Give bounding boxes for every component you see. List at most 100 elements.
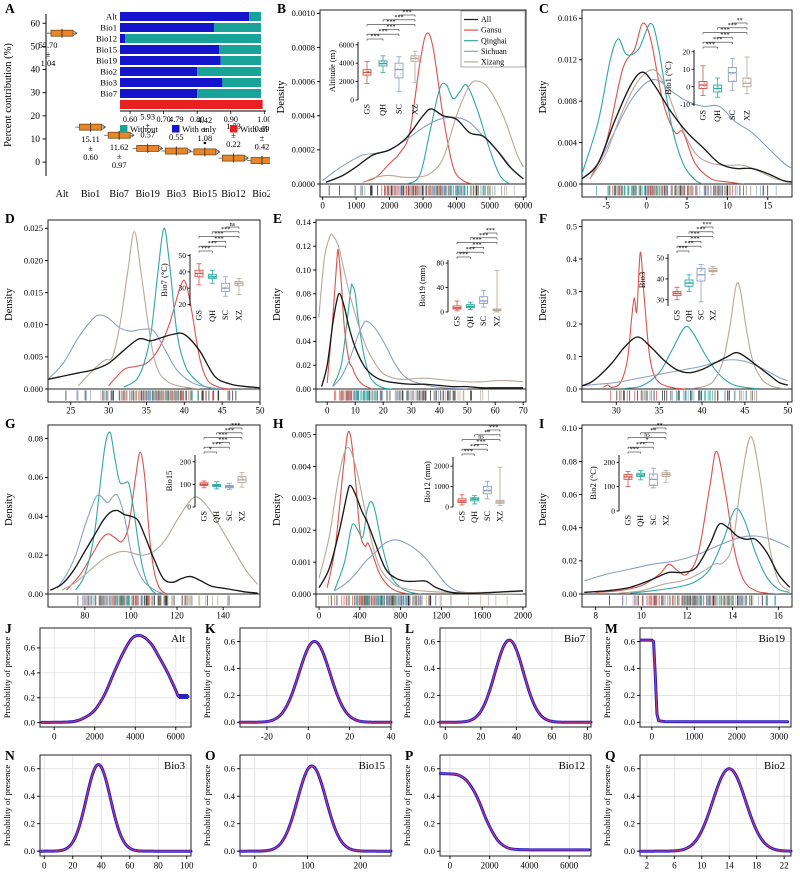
panel-e-chart: 0.00 0.02 0.04 0.06 0.08 0.10 0.12 0.14 0 10 20 30 4… <box>272 217 528 415</box>
svg-text:0.00: 0.00 <box>28 589 43 599</box>
svg-text:60: 60 <box>125 861 135 871</box>
svg-text:Bio3: Bio3 <box>100 78 117 88</box>
svg-text:400: 400 <box>353 611 367 621</box>
svg-text:40: 40 <box>387 732 397 742</box>
panel-d: D 0.000 0.005 0.010 0.015 0.020 0.025 25 30 35 40 4… <box>0 210 268 415</box>
panel-p-chart: 0.0 0.2 0.4 0.6 0 2000 4000 6000 Probability of … <box>402 754 592 871</box>
svg-text:0.10: 0.10 <box>562 423 577 433</box>
svg-text:ns: ns <box>478 434 484 441</box>
svg-text:Bio2: Bio2 <box>100 67 117 77</box>
svg-text:60: 60 <box>31 19 41 29</box>
panel-b-chart: 0.0000 0.0002 0.0004 0.0006 0.0008 0.0010 0 100… <box>276 8 533 211</box>
svg-text:0.3: 0.3 <box>566 286 577 296</box>
svg-text:Probability of presence: Probability of presence <box>2 637 12 719</box>
svg-text:1600: 1600 <box>473 611 492 621</box>
panel-c: C 0.000 0.004 0.008 0.012 0.016 -5 0 5 10 15 Densit… <box>534 0 800 210</box>
svg-text:0.6: 0.6 <box>624 636 636 646</box>
svg-text:***: *** <box>630 446 639 453</box>
svg-text:0.0008: 0.0008 <box>292 42 315 52</box>
svg-text:SC: SC <box>395 103 404 114</box>
svg-text:100: 100 <box>124 611 138 621</box>
svg-text:Density: Density <box>276 80 287 113</box>
panel-m-label: M <box>605 621 618 636</box>
svg-text:1000: 1000 <box>347 201 366 211</box>
svg-text:QH: QH <box>685 310 694 322</box>
svg-text:QH: QH <box>208 310 217 322</box>
svg-text:40: 40 <box>437 283 445 292</box>
svg-text:5000: 5000 <box>481 201 500 211</box>
svg-text:6000: 6000 <box>514 201 533 211</box>
svg-text:0.4: 0.4 <box>624 663 636 673</box>
svg-text:0.0: 0.0 <box>224 717 236 727</box>
svg-text:Without: Without <box>130 124 158 134</box>
svg-text:8: 8 <box>593 611 598 621</box>
svg-text:30: 30 <box>31 89 41 99</box>
svg-text:Bio3: Bio3 <box>637 272 647 289</box>
svg-text:SC: SC <box>483 510 492 521</box>
svg-text:SC: SC <box>479 315 488 326</box>
svg-text:0.0: 0.0 <box>24 717 36 727</box>
svg-text:0: 0 <box>42 861 47 871</box>
svg-text:***: *** <box>696 226 705 233</box>
panel-l: L 0.0 0.2 0.4 0.6 0 20 40 60 80 Probability of pre… <box>400 620 600 747</box>
svg-text:15: 15 <box>763 201 773 211</box>
svg-text:Bio19: Bio19 <box>759 633 785 645</box>
panel-i-chart: 0.00 0.02 0.04 0.06 0.08 0.10 8 10 12 14 16 Density… <box>538 422 793 621</box>
panel-n-chart: 0.0 0.2 0.4 0.6 0 20 40 60 80 100 Probability of p… <box>2 754 194 871</box>
svg-text:0.025: 0.025 <box>24 223 43 233</box>
svg-text:30: 30 <box>612 406 622 416</box>
svg-text:±: ± <box>88 144 93 153</box>
svg-text:3000: 3000 <box>414 201 433 211</box>
svg-text:***: *** <box>678 245 687 252</box>
svg-text:QH: QH <box>379 104 388 116</box>
svg-text:±: ± <box>260 134 265 143</box>
svg-text:0.00: 0.00 <box>562 589 577 599</box>
svg-text:0.001: 0.001 <box>292 557 311 567</box>
svg-text:3000: 3000 <box>770 732 789 742</box>
svg-text:±: ± <box>231 131 236 140</box>
svg-text:2: 2 <box>645 861 650 871</box>
svg-text:40: 40 <box>698 406 708 416</box>
svg-text:XZ: XZ <box>235 310 244 321</box>
svg-text:Bio15: Bio15 <box>164 471 174 492</box>
panel-n-label: N <box>5 748 15 763</box>
svg-text:0.0: 0.0 <box>566 384 577 394</box>
panel-c-chart: 0.000 0.004 0.008 0.012 0.016 -5 0 5 10 15 Density… <box>538 9 793 211</box>
svg-text:2000: 2000 <box>728 732 747 742</box>
svg-text:0.04: 0.04 <box>562 523 578 533</box>
svg-text:140: 140 <box>216 611 230 621</box>
panel-o-chart: 0.0 0.2 0.4 0.6 0 100 200 Probability of presen… <box>202 754 393 871</box>
svg-text:***: *** <box>218 436 227 443</box>
svg-text:Bio1 (°C): Bio1 (°C) <box>663 61 673 95</box>
panel-j-chart: 0.0 0.2 0.4 0.6 0 2000 4000 6000 Probability of … <box>2 627 192 742</box>
panel-h-chart: 0.000 0.001 0.002 0.003 0.004 0.005 0 400 800 120… <box>272 424 532 621</box>
svg-text:SC: SC <box>649 514 658 525</box>
svg-text:0.020: 0.020 <box>24 255 43 265</box>
svg-text:***: *** <box>720 31 729 38</box>
panel-d-chart: 0.000 0.005 0.010 0.015 0.020 0.025 25 30 35 40 45… <box>4 219 265 416</box>
svg-text:0.4: 0.4 <box>566 254 577 264</box>
svg-text:35: 35 <box>142 406 152 416</box>
svg-text:60: 60 <box>547 732 557 742</box>
svg-text:0.08: 0.08 <box>562 456 577 466</box>
svg-text:***: *** <box>472 237 481 244</box>
svg-text:0: 0 <box>686 82 690 91</box>
svg-text:0.02: 0.02 <box>296 360 311 370</box>
svg-text:XZ: XZ <box>709 310 718 321</box>
svg-text:***: *** <box>489 424 498 431</box>
svg-text:***: *** <box>212 441 221 448</box>
svg-text:0: 0 <box>52 732 57 742</box>
svg-text:0.0: 0.0 <box>624 846 636 856</box>
svg-text:0: 0 <box>317 611 322 621</box>
svg-text:Probability of presence: Probability of presence <box>602 765 612 847</box>
svg-text:4.42: 4.42 <box>198 116 213 125</box>
svg-text:GS: GS <box>363 104 372 115</box>
panel-a: A 0 10 20 30 40 50 60 Percent contribution (%) 55… <box>0 0 270 210</box>
svg-text:0.003: 0.003 <box>292 493 311 503</box>
svg-text:XZ: XZ <box>493 316 502 327</box>
svg-text:With all: With all <box>240 124 268 134</box>
panel-h: H 0.000 0.001 0.002 0.003 0.004 0.005 0 400 800 12… <box>268 415 534 620</box>
svg-text:0: 0 <box>445 503 449 512</box>
svg-text:±: ± <box>145 121 150 130</box>
